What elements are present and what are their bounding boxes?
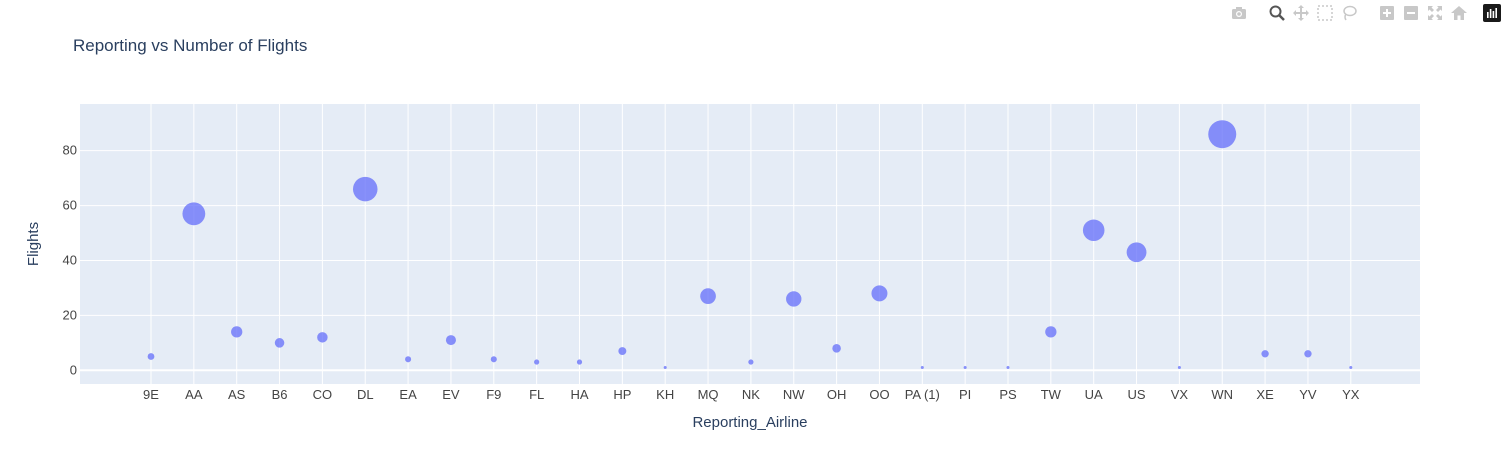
box-select-icon[interactable] xyxy=(1314,4,1336,22)
x-tick-label: YX xyxy=(1342,387,1360,402)
camera-icon[interactable] xyxy=(1228,4,1250,22)
y-tick-label: 20 xyxy=(63,307,77,322)
x-tick-label: TW xyxy=(1041,387,1062,402)
data-point-marker xyxy=(1304,350,1312,358)
x-tick-label: NW xyxy=(783,387,805,402)
data-point-marker xyxy=(1126,242,1147,263)
x-tick-label: VX xyxy=(1171,387,1189,402)
x-tick-label: 9E xyxy=(143,387,159,402)
zoom-out-icon[interactable] xyxy=(1400,4,1422,22)
x-tick-label: XE xyxy=(1256,387,1274,402)
zoom-icon[interactable] xyxy=(1266,4,1288,22)
modebar xyxy=(1227,4,1501,22)
data-point-marker xyxy=(445,335,456,346)
x-axis-title: Reporting_Airline xyxy=(692,414,807,431)
data-point-marker xyxy=(1261,350,1269,358)
x-tick-label: OH xyxy=(827,387,847,402)
x-axis-ticks: 9E AA AS B6 CO DL EA EV F9 FL HA HP KH MQ NK NW OH OO PA (… xyxy=(143,387,1360,402)
y-axis-title: Flights xyxy=(25,222,42,266)
data-point-marker xyxy=(1208,120,1237,149)
x-tick-label: HA xyxy=(570,387,588,402)
x-tick-label: AS xyxy=(228,387,246,402)
x-tick-label: AA xyxy=(185,387,203,402)
x-tick-label: HP xyxy=(613,387,631,402)
pan-icon[interactable] xyxy=(1290,4,1312,22)
x-tick-label: B6 xyxy=(272,387,288,402)
zoom-in-icon[interactable] xyxy=(1376,4,1398,22)
data-point-marker xyxy=(663,366,667,370)
data-point-marker xyxy=(748,359,754,365)
x-tick-label: EA xyxy=(399,387,417,402)
data-point-marker xyxy=(1177,366,1181,370)
data-point-marker xyxy=(1006,366,1010,370)
data-markers xyxy=(147,120,1353,370)
y-tick-label: 0 xyxy=(70,362,77,377)
x-tick-label: FL xyxy=(529,387,544,402)
data-point-marker xyxy=(1082,219,1105,242)
data-point-marker xyxy=(1349,366,1353,370)
gridlines xyxy=(80,104,1420,384)
chart-title: Reporting vs Number of Flights xyxy=(73,36,307,55)
x-tick-label: KH xyxy=(656,387,674,402)
data-point-marker xyxy=(182,202,206,226)
reset-axes-home-icon[interactable] xyxy=(1448,4,1470,22)
data-point-marker xyxy=(147,353,155,360)
x-tick-label: PI xyxy=(959,387,971,402)
autoscale-icon[interactable] xyxy=(1424,4,1446,22)
data-point-marker xyxy=(786,291,802,307)
data-point-marker xyxy=(1045,326,1057,338)
data-point-marker xyxy=(352,176,378,202)
x-tick-label: PA (1) xyxy=(905,387,940,402)
lasso-select-icon[interactable] xyxy=(1338,4,1360,22)
data-point-marker xyxy=(963,366,967,370)
plotly-logo-icon[interactable] xyxy=(1483,4,1501,22)
y-axis-ticks: 0 20 40 60 80 xyxy=(63,143,77,378)
data-point-marker xyxy=(920,366,924,370)
y-tick-label: 40 xyxy=(63,252,77,267)
data-point-marker xyxy=(490,356,497,363)
x-tick-label: CO xyxy=(313,387,333,402)
data-point-marker xyxy=(576,359,583,365)
data-point-marker xyxy=(700,288,716,305)
x-tick-label: PS xyxy=(999,387,1017,402)
x-tick-label: YV xyxy=(1299,387,1317,402)
x-tick-label: EV xyxy=(442,387,460,402)
x-tick-label: DL xyxy=(357,387,374,402)
x-tick-label: WN xyxy=(1211,387,1233,402)
x-tick-label: OO xyxy=(869,387,889,402)
x-tick-label: MQ xyxy=(698,387,719,402)
x-tick-label: UA xyxy=(1085,387,1103,402)
data-point-marker xyxy=(274,338,285,348)
data-point-marker xyxy=(871,285,888,302)
data-point-marker xyxy=(534,359,540,365)
data-point-marker xyxy=(231,326,243,338)
data-point-marker xyxy=(832,344,841,353)
y-tick-label: 60 xyxy=(63,198,77,213)
y-tick-label: 80 xyxy=(63,143,77,158)
x-tick-label: US xyxy=(1128,387,1146,402)
data-point-marker xyxy=(317,332,328,343)
data-point-marker xyxy=(405,356,412,363)
x-tick-label: F9 xyxy=(486,387,501,402)
data-point-marker xyxy=(618,347,627,356)
x-tick-label: NK xyxy=(742,387,760,402)
